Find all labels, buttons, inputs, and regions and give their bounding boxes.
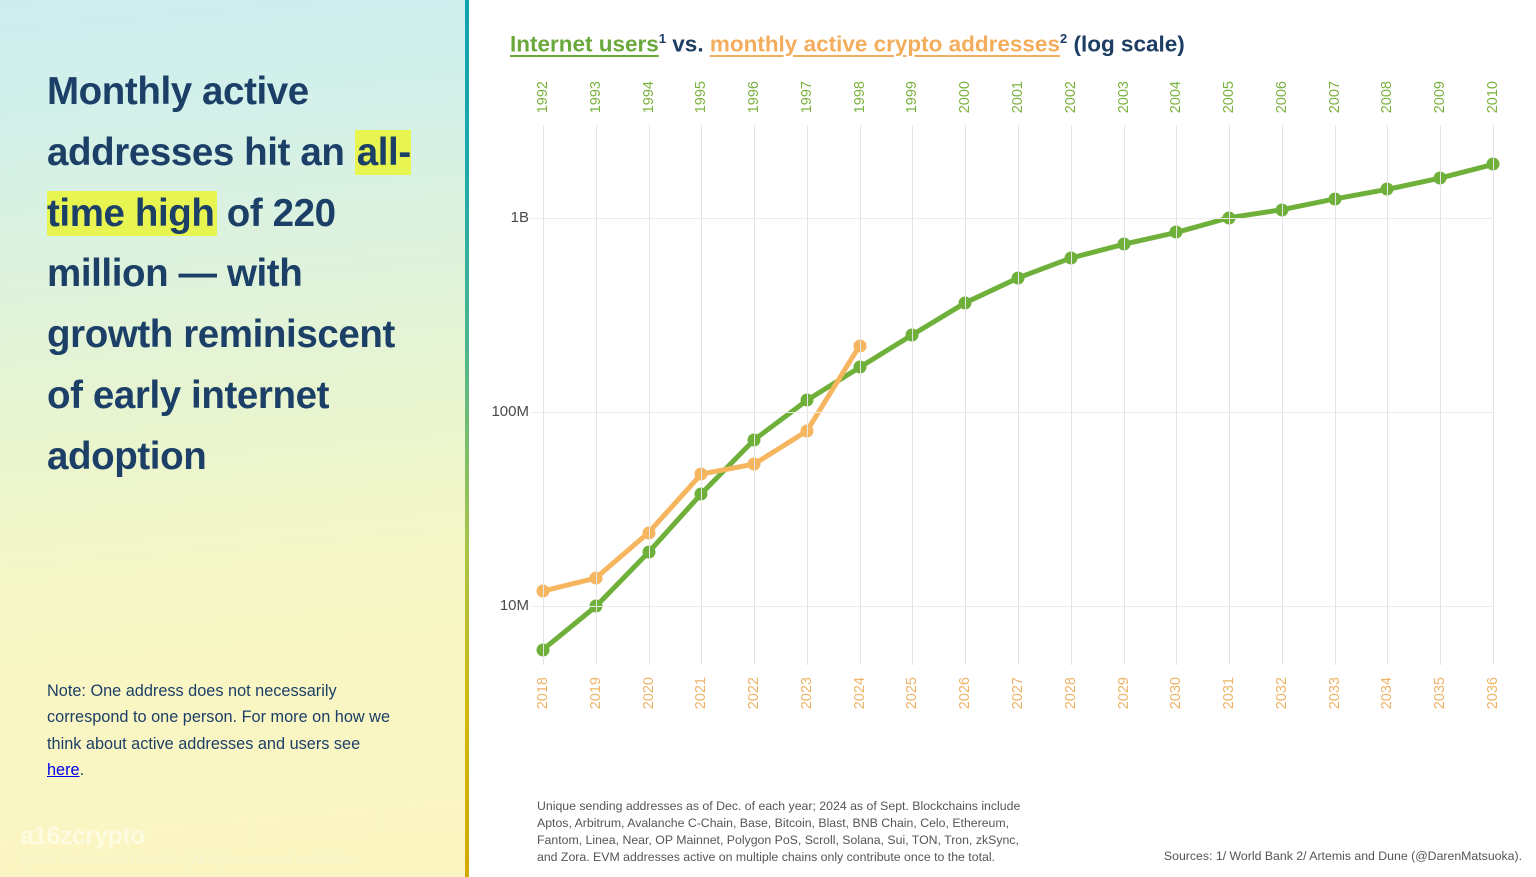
y-axis-tick-label: 10M bbox=[499, 597, 529, 615]
x-gridline bbox=[701, 125, 703, 665]
top-axis-tick-1996: 1996 bbox=[746, 80, 763, 113]
x-gridline bbox=[912, 125, 914, 665]
top-axis-tick-2000: 2000 bbox=[957, 80, 974, 113]
x-gridline bbox=[1070, 125, 1072, 665]
bottom-axis-tick-2035: 2035 bbox=[1432, 677, 1449, 710]
top-axis-tick-2006: 2006 bbox=[1273, 80, 1290, 113]
note-body: Note: One address does not necessarily c… bbox=[47, 682, 390, 753]
top-axis-tick-2008: 2008 bbox=[1379, 80, 1396, 113]
x-gridline bbox=[859, 125, 861, 665]
bottom-axis-tick-2028: 2028 bbox=[1062, 677, 1079, 710]
chart-footnote: Unique sending addresses as of Dec. of e… bbox=[537, 799, 1021, 864]
bottom-axis-tick-2034: 2034 bbox=[1379, 677, 1396, 710]
page-title: Monthly active addresses hit an all-time… bbox=[47, 62, 427, 488]
top-axis-tick-1993: 1993 bbox=[587, 80, 604, 113]
bottom-axis-tick-2026: 2026 bbox=[957, 677, 974, 710]
x-gridline bbox=[595, 125, 597, 665]
bottom-axis-tick-2027: 2027 bbox=[1010, 677, 1026, 710]
top-axis-tick-1994: 1994 bbox=[640, 80, 657, 113]
y-gridline bbox=[531, 217, 1493, 219]
top-axis-tick-1997: 1997 bbox=[798, 80, 815, 113]
x-gridline bbox=[1229, 125, 1231, 665]
bottom-axis-tick-2033: 2033 bbox=[1326, 677, 1343, 710]
bottom-axis-tick-2023: 2023 bbox=[798, 677, 815, 710]
x-gridline bbox=[1176, 125, 1178, 665]
y-axis-tick-label: 1B bbox=[510, 208, 529, 226]
bottom-axis-tick-2036: 2036 bbox=[1485, 677, 1501, 710]
plot-area: 10M 100M 1B 1992 2018 1993 2019 1994 2020 1995 202… bbox=[491, 81, 1501, 710]
bottom-axis-tick-2029: 2029 bbox=[1115, 677, 1132, 710]
headline-part-2: of 220 million — with growth reminiscent… bbox=[47, 191, 395, 478]
top-axis-tick-1998: 1998 bbox=[851, 80, 868, 113]
bottom-axis-tick-2032: 2032 bbox=[1273, 677, 1290, 710]
x-gridline bbox=[754, 125, 756, 665]
title-suffix: (log scale) bbox=[1067, 31, 1185, 57]
top-axis-tick-2003: 2003 bbox=[1115, 80, 1132, 113]
title-vs: vs. bbox=[666, 31, 710, 57]
bottom-axis-tick-2025: 2025 bbox=[904, 677, 921, 710]
bottom-axis-tick-2024: 2024 bbox=[851, 677, 868, 710]
footnote-marker-1: 1 bbox=[658, 31, 667, 46]
top-axis-tick-2010: 2010 bbox=[1485, 80, 1501, 113]
note-here-link[interactable]: here bbox=[47, 761, 80, 780]
x-gridline bbox=[1018, 125, 1019, 665]
bottom-axis-tick-2022: 2022 bbox=[746, 677, 763, 710]
left-panel: Monthly active addresses hit an all-time… bbox=[0, 0, 469, 877]
x-gridline bbox=[965, 125, 967, 665]
x-gridline bbox=[543, 125, 544, 665]
headline-part-1: Monthly active addresses hit an bbox=[47, 70, 355, 174]
x-gridline bbox=[806, 125, 808, 665]
x-gridline bbox=[1387, 125, 1389, 665]
note-text: Note: One address does not necessarily c… bbox=[47, 678, 392, 784]
y-gridline bbox=[531, 412, 1493, 414]
x-gridline bbox=[1493, 125, 1494, 665]
legend-crypto-addresses-label: monthly active crypto addresses bbox=[709, 31, 1060, 57]
top-axis-tick-2002: 2002 bbox=[1062, 80, 1079, 113]
top-axis-tick-1999: 1999 bbox=[904, 80, 921, 113]
x-gridline bbox=[1123, 125, 1125, 665]
bottom-axis-tick-2020: 2020 bbox=[640, 677, 657, 710]
chart-sources: Sources: 1/ World Bank 2/ Artemis and Du… bbox=[1163, 849, 1522, 863]
top-axis-tick-2007: 2007 bbox=[1326, 80, 1343, 113]
copyright-text: ©2024 Andreessen Horowitz. | All rights … bbox=[20, 853, 355, 867]
x-gridline bbox=[648, 125, 650, 665]
chart-panel: Internet users1 vs. monthly active crypt… bbox=[469, 0, 1536, 877]
bottom-axis-tick-2018: 2018 bbox=[535, 677, 551, 710]
top-axis-tick-2005: 2005 bbox=[1221, 80, 1238, 113]
y-gridline bbox=[531, 606, 1493, 608]
chart-title: Internet users1 vs. monthly active crypt… bbox=[510, 31, 1185, 58]
x-gridline bbox=[1440, 125, 1442, 665]
top-axis-tick-1992: 1992 bbox=[535, 80, 551, 113]
legend-internet-users-label: Internet users bbox=[510, 31, 659, 57]
x-gridline bbox=[1281, 125, 1283, 665]
top-axis-tick-1995: 1995 bbox=[693, 80, 710, 113]
legend-internet-users: Internet users bbox=[510, 32, 659, 57]
bottom-axis-tick-2031: 2031 bbox=[1221, 677, 1238, 710]
panel-divider bbox=[465, 0, 469, 877]
bottom-axis-tick-2019: 2019 bbox=[587, 677, 604, 710]
top-axis-tick-2001: 2001 bbox=[1010, 80, 1026, 113]
top-axis-tick-2009: 2009 bbox=[1432, 80, 1449, 113]
top-axis-tick-2004: 2004 bbox=[1168, 80, 1185, 113]
x-gridline bbox=[1334, 125, 1336, 665]
footnote-marker-2: 2 bbox=[1059, 31, 1068, 46]
bottom-axis-tick-2021: 2021 bbox=[693, 677, 710, 710]
a16zcrypto-logo: a16zcrypto bbox=[20, 822, 145, 850]
note-period: . bbox=[79, 761, 85, 780]
y-axis-tick-label: 100M bbox=[491, 403, 529, 421]
bottom-axis-tick-2030: 2030 bbox=[1168, 677, 1185, 710]
legend-crypto-addresses: monthly active crypto addresses bbox=[710, 32, 1060, 57]
